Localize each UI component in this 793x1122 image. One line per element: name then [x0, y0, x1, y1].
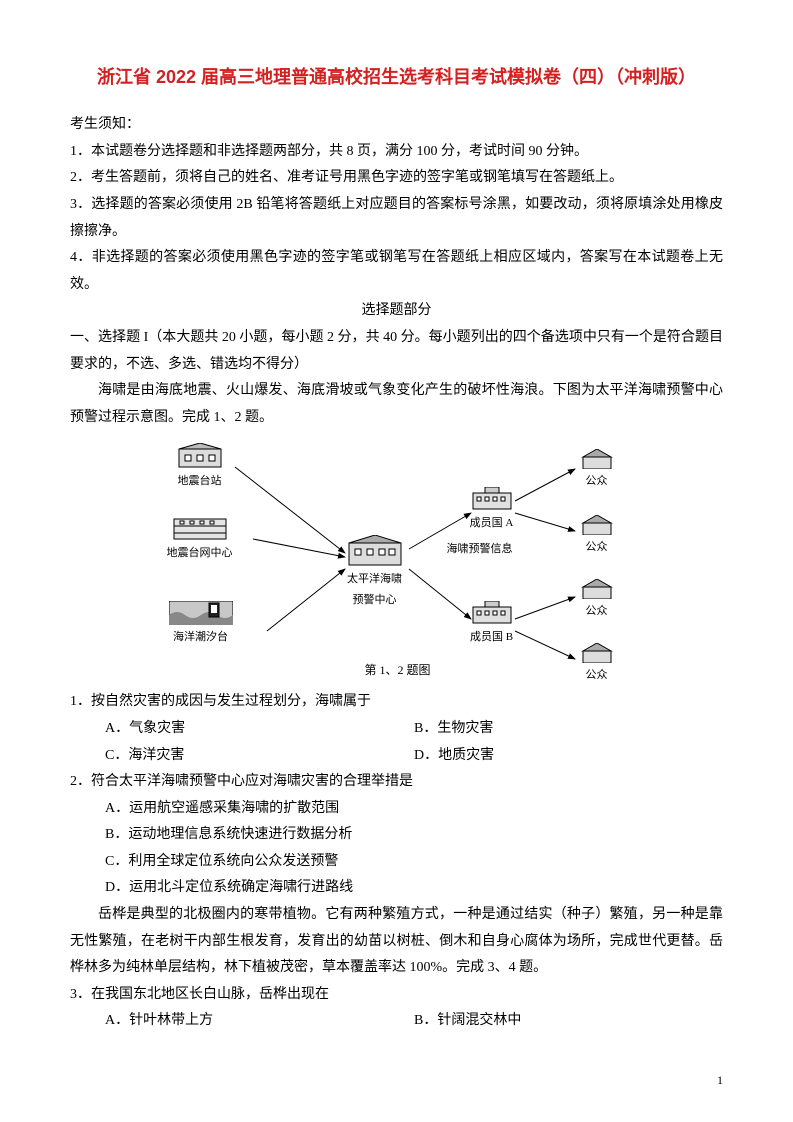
q1-option-c: C．海洋灾害	[105, 743, 414, 770]
building-icon	[172, 517, 228, 541]
q2-option-b: B．运动地理信息系统快速进行数据分析	[70, 822, 723, 849]
house-icon	[577, 515, 617, 535]
node-label: 成员国 A	[470, 517, 514, 529]
node-label: 公众	[586, 475, 608, 487]
q3-stem: 3．在我国东北地区长白山脉，岳桦出现在	[70, 982, 723, 1009]
q2-stem: 2．符合太平洋海啸预警中心应对海啸灾害的合理举措是	[70, 769, 723, 796]
node-public-1: 公众	[577, 449, 617, 492]
q1-row-2: C．海洋灾害 D．地质灾害	[70, 743, 723, 770]
node-warning-center: 太平洋海啸 预警中心	[345, 535, 405, 611]
passage-2: 岳桦是典型的北极圈内的寒带植物。它有两种繁殖方式，一种是通过结实（种子）繁殖，另…	[70, 902, 723, 982]
tsunami-diagram: 地震台站 地震台网中心 海洋潮汐台 太平洋海啸 预警中心 成员国 A 海啸预警信…	[157, 441, 637, 681]
node-public-3: 公众	[577, 579, 617, 622]
q1-row-1: A．气象灾害 B．生物灾害	[70, 716, 723, 743]
notice-1: 1．本试题卷分选择题和非选择题两部分，共 8 页，满分 100 分，考试时间 9…	[70, 139, 723, 166]
tide-icon	[169, 601, 233, 625]
notice-4: 4．非选择题的答案必须使用黑色字迹的签字笔或钢笔写在答题纸上相应区域内，答案写在…	[70, 245, 723, 298]
node-label: 成员国 B	[470, 631, 513, 643]
node-label: 公众	[586, 541, 608, 553]
section-title: 选择题部分	[70, 298, 723, 325]
node-label: 海洋潮汐台	[173, 631, 228, 643]
node-label: 地震台站	[178, 475, 222, 487]
notice-2: 2．考生答题前，须将自己的姓名、准考证号用黑色字迹的签字笔或钢笔填写在答题纸上。	[70, 165, 723, 192]
info-label: 海啸预警信息	[447, 539, 513, 560]
node-label-line2: 预警中心	[353, 594, 397, 606]
building-icon	[469, 487, 515, 511]
q2-option-c: C．利用全球定位系统向公众发送预警	[70, 849, 723, 876]
q1-stem: 1．按自然灾害的成因与发生过程划分，海啸属于	[70, 689, 723, 716]
notice-heading: 考生须知：	[70, 112, 723, 139]
page-number: 1	[717, 1069, 723, 1092]
node-public-2: 公众	[577, 515, 617, 558]
house-icon	[577, 579, 617, 599]
building-icon	[345, 535, 405, 567]
node-label: 地震台网中心	[167, 547, 233, 559]
q2-option-a: A．运用航空遥感采集海啸的扩散范围	[70, 796, 723, 823]
node-member-a: 成员国 A	[469, 487, 515, 534]
q3-option-b: B．针阔混交林中	[414, 1008, 723, 1035]
q2-option-d: D．运用北斗定位系统确定海啸行进路线	[70, 875, 723, 902]
notice-3: 3．选择题的答案必须使用 2B 铅笔将答题纸上对应题目的答案标号涂黑，如要改动，…	[70, 192, 723, 245]
node-seismic-network: 地震台网中心	[167, 517, 233, 564]
house-icon	[577, 449, 617, 469]
q1-option-b: B．生物灾害	[414, 716, 723, 743]
building-icon	[175, 443, 225, 469]
page-title: 浙江省 2022 届高三地理普通高校招生选考科目考试模拟卷（四）（冲刺版）	[70, 60, 723, 94]
node-member-b: 成员国 B	[469, 601, 515, 648]
node-public-4: 公众	[577, 643, 617, 686]
q3-option-a: A．针叶林带上方	[105, 1008, 414, 1035]
node-tide-station: 海洋潮汐台	[169, 601, 233, 648]
passage-1: 海啸是由海底地震、火山爆发、海底滑坡或气象变化产生的破坏性海浪。下图为太平洋海啸…	[70, 378, 723, 431]
section-intro: 一、选择题 I（本大题共 20 小题，每小题 2 分，共 40 分。每小题列出的…	[70, 325, 723, 378]
q3-row-1: A．针叶林带上方 B．针阔混交林中	[70, 1008, 723, 1035]
node-label-line1: 太平洋海啸	[347, 573, 402, 585]
house-icon	[577, 643, 617, 663]
node-label: 公众	[586, 669, 608, 681]
q1-option-d: D．地质灾害	[414, 743, 723, 770]
q1-option-a: A．气象灾害	[105, 716, 414, 743]
node-seismic-station: 地震台站	[175, 443, 225, 492]
node-label: 公众	[586, 605, 608, 617]
building-icon	[469, 601, 515, 625]
